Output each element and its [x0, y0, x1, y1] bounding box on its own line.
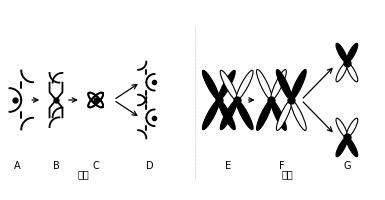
Ellipse shape	[346, 118, 358, 138]
Ellipse shape	[276, 70, 292, 100]
Ellipse shape	[203, 100, 219, 130]
Ellipse shape	[218, 70, 235, 100]
Text: F: F	[278, 161, 284, 171]
Ellipse shape	[346, 43, 358, 63]
Ellipse shape	[203, 70, 219, 100]
Text: A: A	[14, 161, 20, 171]
Ellipse shape	[336, 118, 348, 138]
Text: E: E	[225, 161, 231, 171]
Ellipse shape	[346, 137, 358, 157]
Ellipse shape	[336, 43, 348, 63]
Ellipse shape	[291, 70, 306, 100]
Text: G: G	[343, 161, 351, 171]
Ellipse shape	[220, 70, 237, 100]
Ellipse shape	[276, 100, 292, 130]
Text: 图乙: 图乙	[281, 169, 293, 179]
Ellipse shape	[218, 100, 235, 130]
Ellipse shape	[236, 100, 253, 130]
Ellipse shape	[256, 70, 272, 100]
Ellipse shape	[271, 70, 286, 100]
Ellipse shape	[336, 137, 348, 157]
Ellipse shape	[336, 62, 348, 82]
Ellipse shape	[236, 70, 253, 100]
Ellipse shape	[220, 100, 237, 130]
Text: 图甲: 图甲	[78, 169, 90, 179]
Text: D: D	[147, 161, 154, 171]
Text: B: B	[53, 161, 59, 171]
Text: C: C	[92, 161, 99, 171]
Ellipse shape	[291, 100, 306, 130]
Ellipse shape	[346, 62, 358, 82]
Ellipse shape	[271, 100, 286, 130]
Ellipse shape	[256, 100, 272, 130]
